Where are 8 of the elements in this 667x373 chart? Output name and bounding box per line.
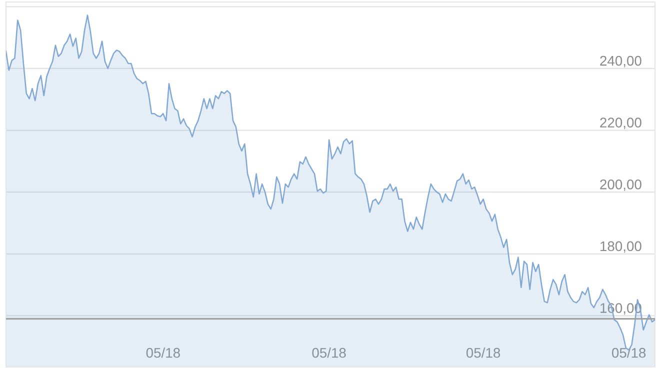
x-tick-label: 05/18	[612, 348, 646, 358]
y-tick-label: 220,00	[600, 118, 642, 130]
y-tick-label: 200,00	[600, 179, 642, 191]
y-tick-label: 180,00	[600, 241, 642, 253]
y-tick-label: 240,00	[600, 56, 642, 68]
x-tick-label: 05/18	[146, 348, 180, 358]
x-tick-label: 05/18	[312, 348, 346, 358]
x-tick-label: 05/18	[466, 348, 500, 358]
